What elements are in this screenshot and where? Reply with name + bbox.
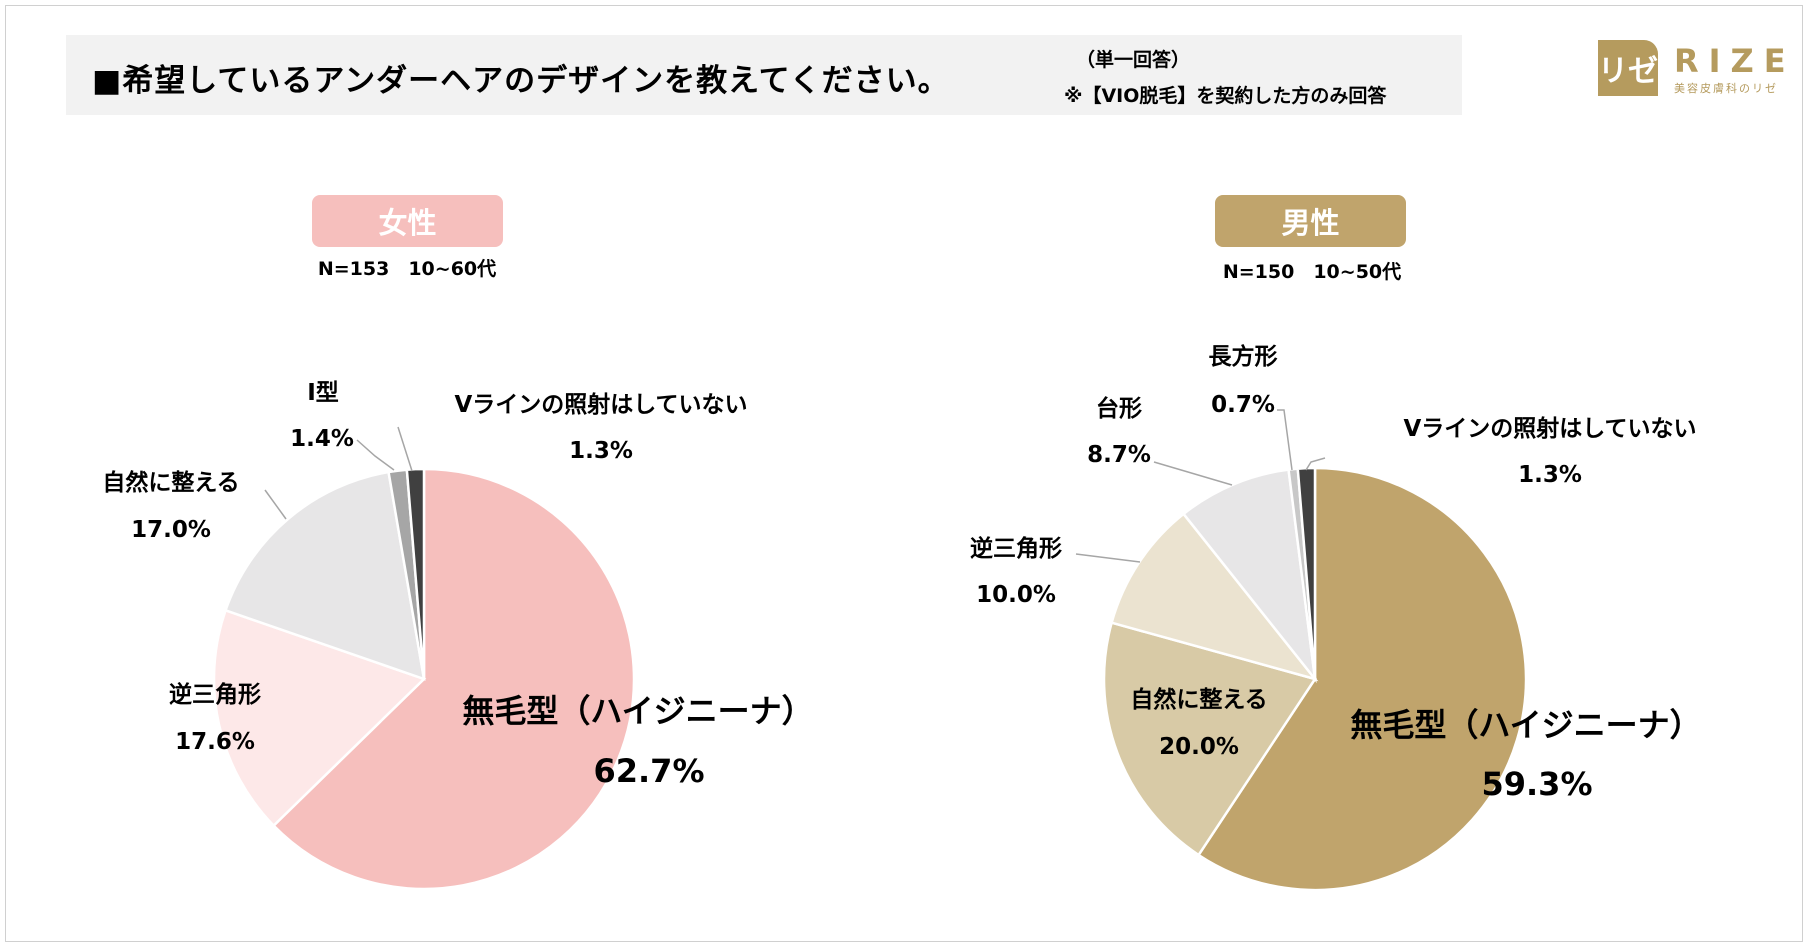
female-badge: 女性 [312,195,503,247]
male-badge: 男性 [1215,195,1406,247]
pie-slice [1196,466,1528,892]
slice-value-label: 17.0% [131,517,211,543]
logo-tagline: 美容皮膚科のリゼ [1674,82,1778,95]
pie-slice [1110,512,1319,682]
slice-value-label: 17.6% [175,729,255,755]
slice-label: 自然に整える [1130,686,1267,713]
leader-line [356,439,395,471]
slice-label: Vラインの照射はしていない [1403,415,1696,442]
title-box: ■希望しているアンダーヘアのデザインを教えてください。 （単一回答） ※【VIO… [66,35,1462,115]
slice-label: 無毛型（ハイジニーナ） [462,692,813,730]
slice-value-label: 8.7% [1087,442,1151,468]
leader-line [1075,553,1141,563]
slice-value-label: 10.0% [976,582,1056,608]
leader-line [264,489,287,520]
slice-label: Vラインの照射はしていない [454,391,747,418]
slice-value-label: 59.3% [1481,765,1592,803]
slide-frame [5,5,1803,942]
pie-slice [1102,621,1317,857]
page-title: ■希望しているアンダーヘアのデザインを教えてください。 [92,63,950,99]
slice-label: I型 [307,380,339,406]
logo-word: RIZE [1674,42,1796,80]
slice-value-label: 1.3% [1518,462,1582,488]
male-sample-size: N=150 10~50代 [1222,261,1402,283]
slice-value-label: 20.0% [1159,734,1239,760]
pie-slice [223,470,426,681]
pie-slice [212,608,427,828]
answer-type-note: （単一回答） [1076,49,1191,71]
respondent-note: ※【VIO脱毛】を契約した方のみ回答 [1064,85,1387,107]
leader-line [1305,457,1326,471]
slice-label: 自然に整える [102,469,239,496]
slice-label: 長方形 [1209,343,1278,370]
pie-slice [271,467,636,891]
slice-label: 逆三角形 [169,681,261,708]
slice-value-label: 62.7% [593,752,704,790]
slice-value-label: 1.4% [290,426,354,452]
leader-line [1153,461,1233,486]
slice-label: 無毛型（ハイジニーナ） [1350,706,1701,744]
female-sample-size: N=153 10~60代 [317,258,497,280]
rize-logo: リゼ RIZE 美容皮膚科のリゼ [1598,40,1793,96]
leader-line [397,426,413,472]
slice-label: 逆三角形 [970,535,1062,562]
logo-mark: リゼ [1598,40,1658,96]
pie-slice [1181,468,1317,684]
slice-value-label: 1.3% [569,438,633,464]
leader-line [1277,409,1293,471]
pie-slice [405,467,426,680]
slice-value-label: 0.7% [1211,392,1275,418]
slice-label: 台形 [1096,395,1142,422]
